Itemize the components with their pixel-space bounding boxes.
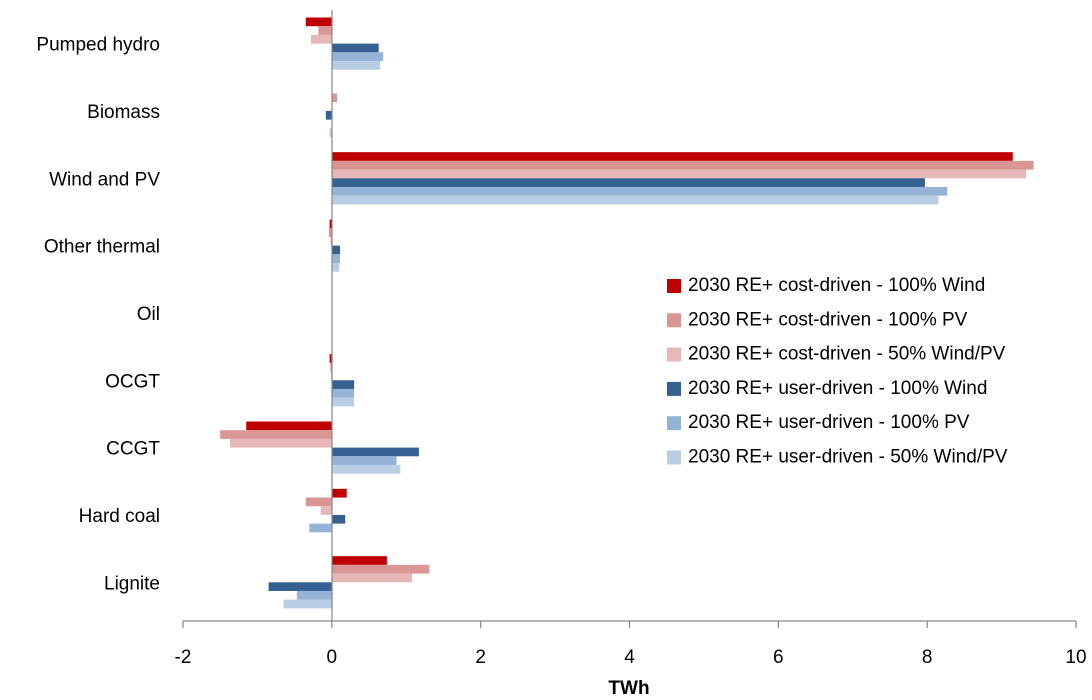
bar	[331, 169, 1027, 179]
legend-label: 2030 RE+ user-driven - 50% Wind/PV	[688, 447, 1008, 468]
legend: 2030 RE+ cost-driven - 100% Wind 2030 RE+…	[667, 275, 1008, 468]
bar	[331, 61, 381, 70]
bar	[331, 178, 925, 187]
x-tick-label: -2	[175, 647, 192, 668]
category-label: Wind and PV	[49, 169, 160, 190]
bar	[331, 397, 355, 407]
category-label: Hard coal	[79, 506, 160, 527]
bar	[331, 514, 346, 524]
bar	[331, 456, 397, 465]
bar	[330, 236, 332, 246]
category-label: CCGT	[106, 439, 160, 460]
x-tick-marks	[182, 621, 1077, 628]
category-labels: Pumped hydro Biomass Wind and PV Other ther…	[36, 35, 160, 595]
bar	[331, 465, 401, 474]
legend-label: 2030 RE+ user-driven - 100% Wind	[688, 378, 987, 399]
x-tick-label: 2	[475, 647, 486, 668]
bar	[329, 219, 332, 229]
bar	[220, 430, 332, 439]
bar	[331, 556, 387, 565]
bar	[331, 564, 430, 574]
bar	[331, 254, 341, 263]
x-tick-label: 0	[327, 647, 338, 668]
bar	[320, 506, 332, 515]
bar	[331, 488, 347, 498]
category-label: Lignite	[104, 573, 160, 594]
bar	[331, 93, 338, 103]
bar	[305, 17, 332, 27]
bar	[331, 43, 379, 53]
x-tick-label: 8	[922, 647, 933, 668]
legend-swatch	[667, 450, 681, 465]
x-tick-label: 4	[624, 647, 635, 668]
bar	[331, 186, 948, 196]
category-label: Pumped hydro	[36, 35, 160, 56]
category-label: OCGT	[105, 371, 160, 392]
bar	[318, 26, 332, 35]
bar	[331, 380, 355, 389]
category-label: Biomass	[87, 102, 160, 123]
legend-label: 2030 RE+ cost-driven - 100% PV	[688, 309, 968, 330]
category-label: Oil	[137, 304, 160, 325]
bar	[331, 52, 384, 61]
legend-label: 2030 RE+ user-driven - 100% PV	[688, 412, 970, 433]
bars-group	[220, 17, 1034, 609]
legend-label: 2030 RE+ cost-driven - 100% Wind	[688, 275, 985, 296]
x-tick-labels: -2 0 2 4 6 8 10	[175, 647, 1087, 668]
bar	[331, 152, 1013, 161]
bar	[305, 497, 332, 507]
bar	[330, 362, 332, 372]
bar	[331, 245, 341, 255]
bar	[283, 599, 332, 609]
bar	[331, 447, 419, 457]
bar	[328, 228, 332, 237]
bar	[331, 573, 413, 583]
legend-swatch	[667, 347, 681, 362]
legend-swatch	[667, 381, 681, 396]
legend-label: 2030 RE+ cost-driven - 50% Wind/PV	[688, 344, 1006, 365]
bar	[246, 421, 332, 431]
category-label: Other thermal	[44, 237, 160, 258]
x-tick-label: 10	[1065, 647, 1086, 668]
bar	[331, 195, 939, 205]
bar	[296, 590, 332, 600]
bar	[331, 160, 1034, 170]
x-axis-title: TWh	[608, 678, 649, 699]
bar	[229, 438, 332, 448]
x-tick-label: 6	[773, 647, 784, 668]
bar	[268, 582, 332, 591]
bar	[331, 263, 340, 272]
legend-swatch	[667, 416, 681, 431]
bar	[325, 110, 332, 120]
bar	[329, 128, 332, 138]
legend-swatch	[667, 279, 681, 293]
bar	[309, 523, 332, 533]
bar	[331, 388, 355, 398]
bar	[329, 354, 332, 363]
bar	[311, 34, 332, 44]
legend-swatch	[667, 313, 681, 328]
